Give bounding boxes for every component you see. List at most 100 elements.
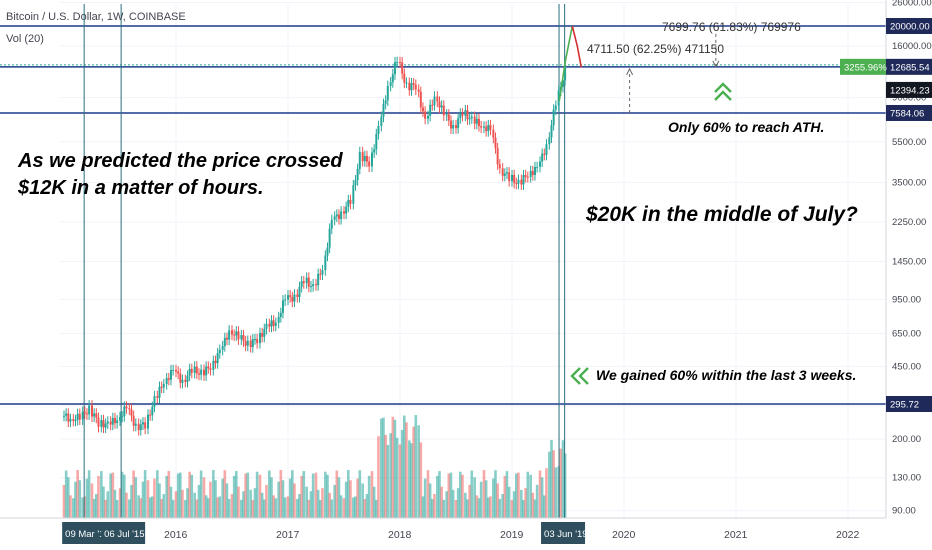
candle-body xyxy=(69,418,72,422)
candle-body xyxy=(221,346,224,350)
gain-note: We gained 60% within the last 3 weeks. xyxy=(596,367,857,383)
candle-body xyxy=(531,170,534,176)
volume-bar xyxy=(384,434,387,518)
volume-bar xyxy=(113,489,117,518)
candle-body xyxy=(100,420,103,427)
volume-bar xyxy=(230,494,234,518)
candle-body xyxy=(368,161,371,167)
volume-bar xyxy=(489,496,492,518)
candle-body xyxy=(83,411,86,414)
volume-bar xyxy=(475,495,479,518)
volume-bar xyxy=(207,498,210,518)
date-badge xyxy=(541,522,586,544)
volume-bar xyxy=(412,426,415,518)
candle-body xyxy=(483,126,485,128)
candle-body xyxy=(277,316,280,323)
volume-bar xyxy=(449,472,453,518)
candle-body xyxy=(242,335,245,342)
candle-body xyxy=(214,360,217,364)
candle-body xyxy=(536,166,539,168)
volume-bar xyxy=(184,499,187,518)
candle-body xyxy=(522,175,525,185)
candle-body xyxy=(449,120,452,129)
candle-body xyxy=(153,396,156,407)
candle-body xyxy=(81,411,84,420)
price-tick-label: 950.00 xyxy=(892,294,921,305)
volume-bar xyxy=(146,480,150,518)
candle-body xyxy=(496,148,499,165)
volume-bar xyxy=(162,494,166,518)
candle-body xyxy=(188,368,191,376)
volume-bar xyxy=(72,498,75,518)
candle-body xyxy=(524,175,527,177)
candle-body xyxy=(386,85,389,101)
candle-body xyxy=(445,114,448,116)
volume-bar xyxy=(361,483,364,518)
volume-bar xyxy=(470,470,474,518)
volume-bar xyxy=(538,470,542,518)
volume-bar xyxy=(352,497,355,518)
volume-bar xyxy=(258,474,262,518)
volume-bar xyxy=(447,473,451,518)
volume-bar xyxy=(436,475,439,518)
candle-body xyxy=(548,137,551,145)
candle-body xyxy=(240,335,243,340)
candle-body xyxy=(223,337,226,347)
volume-bar xyxy=(487,497,490,518)
volume-bar xyxy=(286,496,290,518)
candle-body xyxy=(371,152,373,167)
volume-bar xyxy=(190,474,194,518)
price-tick-label: 200.00 xyxy=(892,434,921,445)
volume-bar xyxy=(545,468,548,518)
candle-body xyxy=(76,413,79,421)
candle-body xyxy=(396,61,399,63)
candle-body xyxy=(104,423,107,428)
volume-bar xyxy=(328,492,331,518)
candle-body xyxy=(343,211,345,214)
candle-body xyxy=(550,125,553,138)
volume-bar xyxy=(76,470,79,518)
candle-body xyxy=(302,281,305,284)
volume-bar xyxy=(216,497,219,518)
volume-bar xyxy=(403,415,406,518)
volume-bar xyxy=(526,471,530,518)
candle-body xyxy=(417,89,420,92)
candle-body xyxy=(315,284,317,286)
volume-bar xyxy=(141,481,145,518)
candle-body xyxy=(373,149,376,153)
candle-body xyxy=(317,273,320,286)
volume-bar xyxy=(160,498,163,518)
chart-symbol-title: Bitcoin / U.S. Dollar, 1W, COINBASE xyxy=(6,11,186,23)
volume-bar xyxy=(209,481,212,518)
candle-body xyxy=(228,330,231,340)
prediction-note-line2: $12K in a matter of hours. xyxy=(18,177,264,199)
candle-body xyxy=(384,100,387,104)
candle-body xyxy=(78,413,81,420)
volume-bar xyxy=(417,425,420,518)
volume-bar xyxy=(410,443,413,518)
candle-body xyxy=(473,116,476,124)
volume-bar xyxy=(148,497,152,518)
volume-bar xyxy=(543,495,546,518)
volume-bar xyxy=(202,477,206,518)
candle-body xyxy=(487,125,490,132)
volume-bar xyxy=(128,499,131,518)
candle-body xyxy=(452,125,455,129)
price-tick-label: 3500.00 xyxy=(892,177,926,188)
candle-body xyxy=(414,84,417,90)
volume-bar xyxy=(535,484,539,518)
candle-body xyxy=(520,179,523,185)
volume-bar xyxy=(520,489,523,518)
volume-bar xyxy=(291,470,294,518)
volume-bar xyxy=(268,470,271,518)
level-badge-label: 295.72 xyxy=(890,400,919,411)
volume-bar xyxy=(466,499,469,518)
candle-body xyxy=(515,182,518,184)
volume-bar xyxy=(288,478,292,518)
candle-body xyxy=(72,418,75,421)
volume-bar xyxy=(365,494,369,518)
measure-lower-head xyxy=(626,67,634,76)
ath-note: Only 60% to reach ATH. xyxy=(668,119,825,135)
volume-bar xyxy=(212,470,215,518)
